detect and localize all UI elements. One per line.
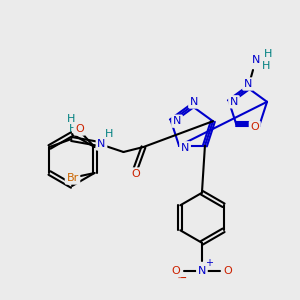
Text: N: N [173, 116, 181, 126]
Text: O: O [172, 266, 180, 276]
Text: +: + [205, 258, 213, 268]
Text: N: N [252, 55, 260, 65]
Text: N: N [198, 266, 206, 276]
Text: H: H [69, 124, 78, 134]
Text: H: H [262, 61, 270, 71]
Text: N: N [230, 97, 238, 107]
Text: O: O [131, 169, 140, 179]
Text: N: N [181, 143, 189, 153]
Text: N: N [97, 139, 106, 149]
Text: N: N [244, 79, 252, 89]
Text: Br: Br [66, 173, 79, 183]
Text: O: O [75, 124, 84, 134]
Text: H: H [264, 49, 272, 59]
Text: H: H [67, 114, 76, 124]
Text: −: − [177, 272, 187, 285]
Text: O: O [224, 266, 232, 276]
Text: N: N [190, 97, 198, 107]
Text: H: H [105, 129, 114, 139]
Text: O: O [250, 122, 259, 132]
